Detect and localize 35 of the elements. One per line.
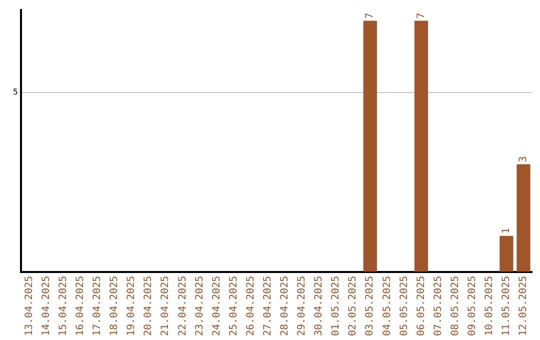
x-tick-label: 14.04.2025 xyxy=(40,276,52,336)
x-tick-label: 11.05.2025 xyxy=(501,276,512,336)
x-tick-label: 08.05.2025 xyxy=(450,276,461,336)
x-tick-label: 21.04.2025 xyxy=(160,276,172,336)
x-tick-label: 01.05.2025 xyxy=(330,276,342,336)
x-tick-label: 15.04.2025 xyxy=(58,276,70,336)
x-tick-label: 22.04.2025 xyxy=(177,276,188,336)
x-tick-label: 12.05.2025 xyxy=(518,276,530,336)
data-label: 7 xyxy=(364,12,376,19)
x-tick-label: 26.04.2025 xyxy=(245,276,256,336)
x-tick-label: 25.04.2025 xyxy=(228,276,240,336)
x-tick-label: 10.05.2025 xyxy=(484,276,495,336)
data-label: 7 xyxy=(416,12,427,19)
x-tick-label: 06.05.2025 xyxy=(416,276,427,336)
y-tick-label: 5 xyxy=(12,88,18,97)
x-tick-label: 02.05.2025 xyxy=(348,276,359,336)
x-tick-label: 13.04.2025 xyxy=(24,276,35,336)
x-tick-label: 09.05.2025 xyxy=(466,276,478,336)
x-tick-label: 30.04.2025 xyxy=(314,276,325,336)
x-tick-label: 05.05.2025 xyxy=(398,276,410,336)
x-tick-label: 16.04.2025 xyxy=(75,276,86,336)
x-tick-label: 19.04.2025 xyxy=(126,276,138,336)
x-tick-label: 27.04.2025 xyxy=(262,276,274,336)
x-tick-label: 17.04.2025 xyxy=(92,276,104,336)
x-tick-label: 20.04.2025 xyxy=(143,276,154,336)
x-tick-label: 18.04.2025 xyxy=(109,276,120,336)
x-tick-label: 23.04.2025 xyxy=(194,276,206,336)
x-tick-label: 04.05.2025 xyxy=(382,276,393,336)
data-label: 3 xyxy=(518,156,530,162)
data-label: 1 xyxy=(501,228,512,234)
x-tick-label: 24.04.2025 xyxy=(211,276,222,336)
x-tick-label: 29.04.2025 xyxy=(296,276,308,336)
x-tick-label: 07.05.2025 xyxy=(432,276,444,336)
x-tick-label: 03.05.2025 xyxy=(364,276,376,336)
x-tick-label: 28.04.2025 xyxy=(280,276,291,336)
